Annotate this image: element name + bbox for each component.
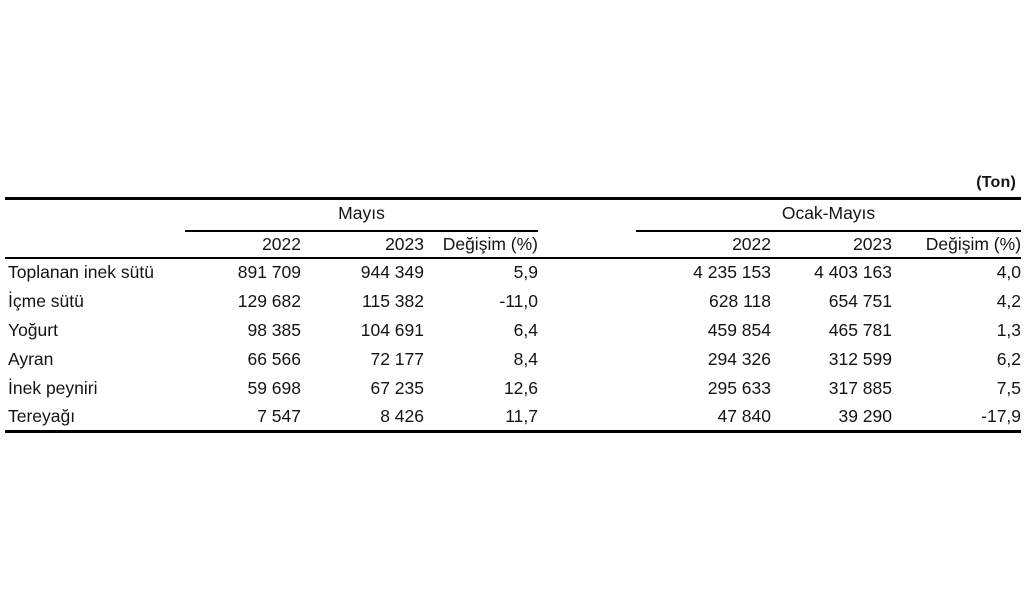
value-ocak-mayis-2023: 4 403 163	[814, 262, 892, 282]
row-label: Ayran	[8, 348, 54, 369]
row-label: Toplanan inek sütü	[8, 262, 154, 282]
value-mayis-change: 6,4	[513, 319, 538, 340]
value-mayis-2022: 891 709	[237, 262, 301, 282]
group-header-mayis: Mayıs	[185, 198, 538, 232]
gap-cell	[538, 403, 636, 432]
gap-cell	[538, 316, 636, 345]
value-ocak-mayis-change: 1,3	[996, 319, 1022, 340]
table-row-icme-sutu: İçme sütü 129 682 115 382 -11,0 628 118 …	[5, 287, 1021, 316]
value-ocak-mayis-2023: 654 751	[828, 290, 892, 311]
dairy-production-table: Mayıs Ocak-Mayıs 2022 2023 Değişim (%) 2…	[5, 197, 1022, 433]
value-mayis-2022: 59 698	[247, 377, 301, 398]
value-ocak-mayis-2023: 317 885	[828, 377, 892, 398]
table-row-yogurt: Yoğurt 98 385 104 691 6,4 459 854 465 78…	[5, 316, 1021, 345]
value-ocak-mayis-change: -17,9	[981, 405, 1022, 426]
value-mayis-2022: 98 385	[247, 319, 301, 340]
row-label: Yoğurt	[8, 319, 58, 340]
value-ocak-mayis-change: 4,2	[996, 290, 1022, 311]
value-ocak-mayis-2023: 312 599	[828, 348, 892, 369]
table-row-ayran: Ayran 66 566 72 177 8,4 294 326 312 599 …	[5, 345, 1021, 374]
value-ocak-mayis-2023: 39 290	[838, 405, 892, 426]
col-header-mayis-change: Değişim (%)	[424, 230, 538, 259]
value-mayis-2023: 72 177	[370, 348, 424, 369]
table-row-toplanan-inek-sutu: Toplanan inek sütü 891 709 944 349 5,9 4…	[5, 258, 1021, 287]
corner-cell	[5, 230, 185, 259]
value-ocak-mayis-2022: 459 854	[707, 319, 771, 340]
row-label: İçme sütü	[8, 290, 84, 311]
value-mayis-change: 12,6	[503, 377, 538, 398]
value-mayis-2022: 7 547	[257, 405, 301, 426]
value-mayis-2022: 129 682	[237, 290, 301, 311]
value-mayis-2023: 8 426	[380, 405, 424, 426]
gap-cell	[538, 345, 636, 374]
group-gap-cell	[538, 199, 636, 231]
row-label: Tereyağı	[8, 405, 76, 426]
value-ocak-mayis-change: 7,5	[996, 377, 1022, 398]
value-mayis-2023: 944 349	[360, 262, 424, 282]
value-mayis-2022: 66 566	[247, 348, 301, 369]
col-header-ocak-mayis-2023: 2023	[771, 230, 892, 259]
value-mayis-change: 8,4	[513, 348, 538, 369]
value-mayis-change: 5,9	[513, 262, 538, 282]
value-ocak-mayis-change: 6,2	[996, 348, 1022, 369]
corner-cell	[5, 199, 185, 231]
value-ocak-mayis-2022: 47 840	[717, 405, 771, 426]
table-row-inek-peyniri: İnek peyniri 59 698 67 235 12,6 295 633 …	[5, 374, 1021, 403]
value-mayis-2023: 104 691	[360, 319, 424, 340]
header-gap-cell	[538, 230, 636, 259]
table-row-tereyagi: Tereyağı 7 547 8 426 11,7 47 840 39 290 …	[5, 403, 1021, 432]
col-header-mayis-2023: 2023	[301, 230, 424, 259]
group-header-row: Mayıs Ocak-Mayıs	[5, 198, 1022, 232]
row-label: İnek peyniri	[8, 377, 98, 398]
group-header-ocak-mayis: Ocak-Mayıs	[636, 198, 1022, 232]
value-mayis-2023: 67 235	[370, 377, 424, 398]
value-mayis-change: 11,7	[505, 405, 538, 426]
col-header-mayis-2022: 2022	[185, 230, 301, 259]
value-ocak-mayis-change: 4,0	[996, 262, 1022, 282]
value-ocak-mayis-2022: 628 118	[709, 290, 771, 311]
col-header-ocak-mayis-2022: 2022	[636, 230, 771, 259]
value-mayis-change: -11,0	[499, 290, 538, 311]
gap-cell	[538, 258, 636, 287]
unit-label: (Ton)	[976, 174, 1016, 191]
gap-cell	[538, 287, 636, 316]
value-mayis-2023: 115 382	[362, 290, 424, 311]
value-ocak-mayis-2022: 4 235 153	[693, 262, 771, 282]
value-ocak-mayis-2023: 465 781	[828, 319, 892, 340]
col-header-ocak-mayis-change: Değişim (%)	[892, 230, 1022, 259]
column-header-row: 2022 2023 Değişim (%) 2022 2023 Değişim …	[5, 230, 1022, 259]
gap-cell	[538, 374, 636, 403]
value-ocak-mayis-2022: 294 326	[707, 348, 771, 369]
value-ocak-mayis-2022: 295 633	[707, 377, 771, 398]
